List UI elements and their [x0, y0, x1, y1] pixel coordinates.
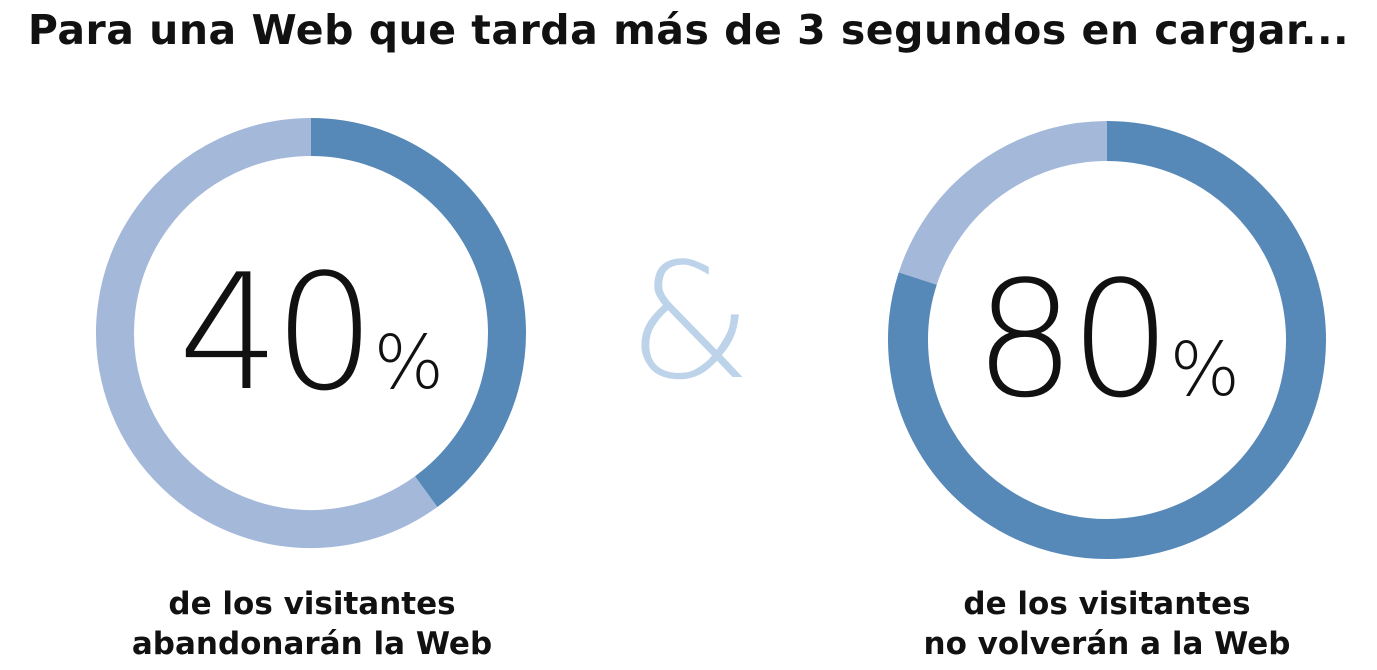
ampersand-separator: &	[627, 228, 753, 415]
donut-value-number: 80	[974, 246, 1166, 433]
caption-line: de los visitantes	[168, 586, 456, 622]
chart-caption-left: de los visitantes abandonarán la Web	[52, 584, 572, 664]
donut-remaining-segment	[898, 121, 1108, 286]
chart-caption-right: de los visitantes no volverán a la Web	[847, 584, 1367, 664]
donut-chart-1: 40%	[96, 118, 526, 548]
caption-line: abandonarán la Web	[131, 626, 493, 662]
donut-center-value: 80%	[974, 246, 1240, 433]
donut-value-segment	[888, 121, 1326, 559]
donut-chart-2: 80%	[888, 121, 1326, 559]
donut-value-segment	[310, 118, 526, 507]
donut-value-unit: %	[374, 320, 444, 406]
donut-value-number: 40	[178, 239, 370, 426]
page-title: Para una Web que tarda más de 3 segundos…	[27, 6, 1350, 54]
donut-remaining-segment	[96, 118, 438, 548]
caption-line: no volverán a la Web	[923, 626, 1291, 662]
caption-line: de los visitantes	[963, 586, 1251, 622]
donut-value-unit: %	[1170, 327, 1240, 413]
donut-center-value: 40%	[178, 239, 444, 426]
